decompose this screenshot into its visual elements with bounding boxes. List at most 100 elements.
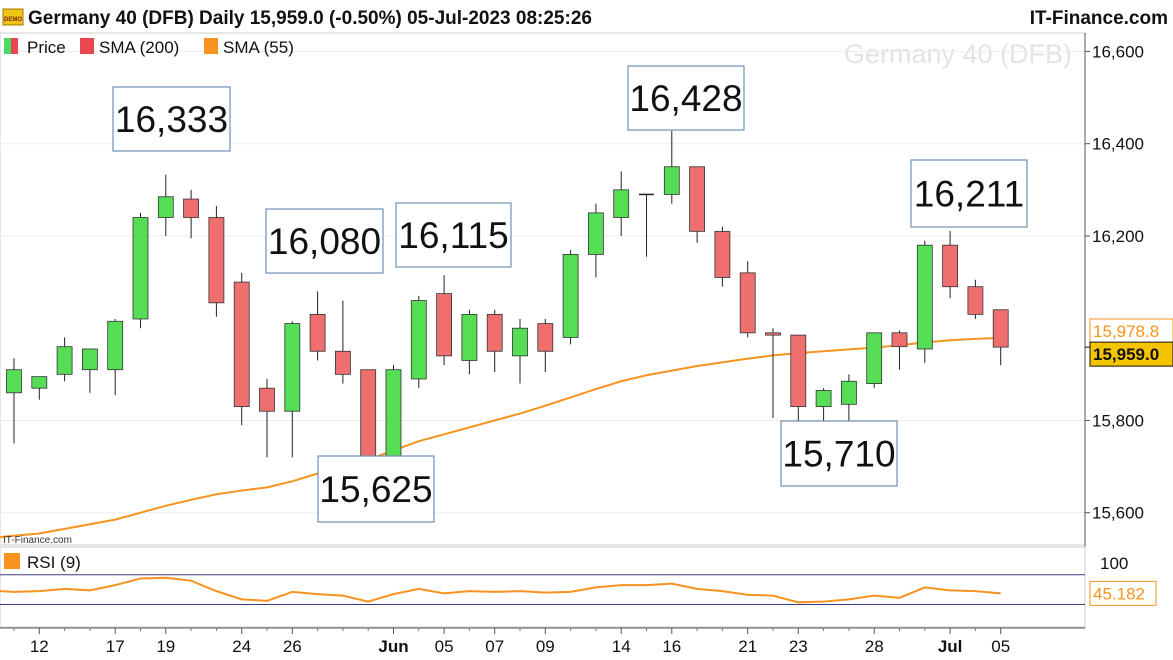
candle (157, 174, 174, 236)
candle-body-up (157, 196, 174, 218)
sma55-line (0, 336, 1001, 539)
annotation-frame (627, 65, 745, 131)
candle-body-down (714, 230, 731, 278)
sma-price-text: 15,978.8 (1093, 322, 1159, 341)
candle-body-up (815, 390, 832, 408)
candle (436, 275, 453, 366)
legend-price-swatch-down (11, 38, 18, 54)
candle-body-down (537, 323, 554, 352)
x-tick-label: 05 (435, 637, 454, 656)
annotation-box: 16,211 (910, 159, 1028, 228)
candle (765, 328, 781, 419)
y-axis-ticks: 16,600 16,400 16,200 15,800 15,600 (1085, 42, 1144, 523)
candle-body-down (739, 272, 756, 334)
candle-body-down (436, 293, 453, 357)
annotation-label: 16,333 (115, 99, 228, 140)
candle-body-down (208, 217, 225, 304)
candle-body-down (765, 332, 781, 336)
y-tick-label: 16,600 (1092, 42, 1144, 61)
candle-body-down (790, 334, 807, 408)
annotation-label: 16,428 (629, 78, 742, 119)
annotation-box: 15,710 (780, 420, 898, 487)
candle-body-up (385, 369, 402, 458)
candle-body-down (183, 198, 200, 218)
sma55-path (0, 336, 1001, 539)
candle-body-down (967, 286, 984, 315)
annotation-box: 16,115 (395, 202, 512, 268)
x-tick-label: 17 (106, 637, 125, 656)
candle-body-down (233, 281, 250, 408)
candle-body-up (663, 166, 680, 195)
logo-text: DEMO (4, 17, 22, 23)
annotation-frame (395, 202, 512, 268)
last-price-text: 15,959.0 (1093, 345, 1159, 364)
candle (461, 309, 478, 375)
annotation-frame (780, 420, 898, 487)
annotation-box: 16,080 (265, 208, 384, 274)
candle (639, 193, 654, 257)
candle-body-up (613, 189, 630, 218)
candle-body-up (512, 327, 528, 357)
candle (537, 318, 554, 373)
grid-lines (0, 50, 1085, 514)
legend-price-label: Price (27, 38, 66, 57)
candle (284, 321, 301, 458)
sma-price-badge: 15,978.8 (1089, 318, 1173, 344)
annotation-box: 15,625 (317, 455, 435, 523)
candle (866, 332, 883, 389)
x-axis-ticks: 12 17 19 24 26 Jun 05 07 09 14 16 21 23 28 Jul 05 (13, 628, 1010, 656)
x-tick-label: Jun (378, 637, 408, 656)
x-tick-label: 23 (789, 637, 808, 656)
chart-header: DEMO Germany 40 (DFB) Daily 15,959.0 (-0… (2, 8, 1168, 29)
candle-body-down (259, 387, 275, 412)
candle-body-down (334, 350, 351, 375)
annotation-frame (317, 455, 435, 523)
y-tick-label: 15,600 (1092, 504, 1144, 523)
candle-body-up (588, 212, 604, 255)
annotation-label: 16,115 (398, 215, 508, 256)
candle-body-down (486, 313, 503, 352)
rsi-last-box (1089, 580, 1157, 606)
candle (562, 249, 579, 345)
annotation-frame (265, 208, 384, 274)
x-tick-label: 28 (865, 637, 884, 656)
rsi-last-badge: 45.182 (1089, 580, 1157, 606)
candle (992, 309, 1009, 366)
candle (663, 130, 680, 204)
candle (233, 272, 250, 426)
legend-sma55-label: SMA (55) (223, 38, 294, 57)
candle (916, 240, 933, 363)
candle (739, 261, 756, 338)
rsi-series: 45.182 (0, 574, 1157, 606)
annotation-label: 15,625 (319, 469, 432, 510)
x-tick-label: 14 (612, 637, 631, 656)
candle-body-up (284, 323, 301, 412)
candle-body-down (360, 369, 377, 463)
price-badges: 15,978.8 15,959.0 (1085, 318, 1173, 367)
rsi-legend-label: RSI (9) (27, 553, 81, 572)
x-tick-label: 09 (536, 637, 555, 656)
candle (6, 358, 22, 444)
price-annotations: 16,333 16,080 16,115 15,625 16,428 16,211 15,7… (112, 65, 1028, 523)
last-price-box (1089, 341, 1173, 367)
candle-body-down (942, 244, 958, 288)
candle (512, 318, 528, 384)
candle (309, 291, 326, 361)
source-label: IT-Finance.com (3, 535, 72, 546)
rsi-panel (0, 546, 1086, 628)
x-tick-label: 05 (991, 637, 1010, 656)
x-tick-label: 26 (283, 637, 302, 656)
candle (259, 378, 275, 458)
candle (82, 348, 98, 393)
candle (385, 365, 402, 467)
candle-body-up (866, 332, 883, 384)
candle (132, 212, 149, 329)
x-tick-label: 21 (738, 637, 757, 656)
candle (588, 203, 604, 278)
candle-body-down (891, 332, 908, 348)
annotation-box: 16,428 (627, 65, 745, 131)
candle (56, 337, 73, 382)
legend-sma200-swatch (80, 38, 94, 54)
candle-body-down (992, 309, 1009, 348)
legend-sma55-swatch (204, 38, 218, 54)
